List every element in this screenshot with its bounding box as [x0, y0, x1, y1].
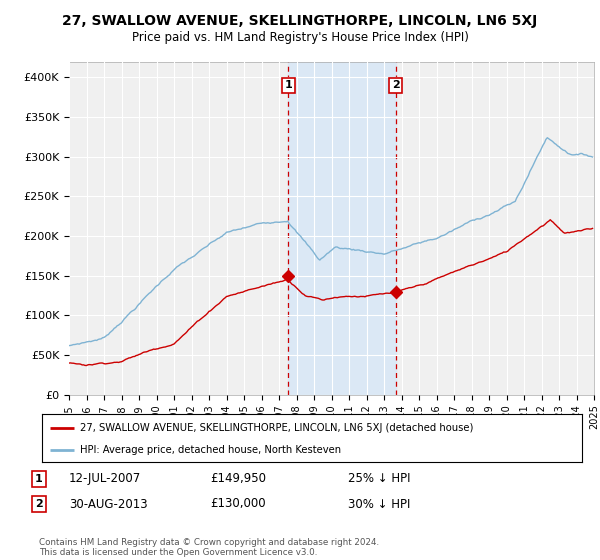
- Text: 1: 1: [284, 81, 292, 90]
- Text: £130,000: £130,000: [210, 497, 266, 511]
- Text: 27, SWALLOW AVENUE, SKELLINGTHORPE, LINCOLN, LN6 5XJ: 27, SWALLOW AVENUE, SKELLINGTHORPE, LINC…: [62, 14, 538, 28]
- Text: 30-AUG-2013: 30-AUG-2013: [69, 497, 148, 511]
- Text: HPI: Average price, detached house, North Kesteven: HPI: Average price, detached house, Nort…: [80, 445, 341, 455]
- Text: Contains HM Land Registry data © Crown copyright and database right 2024.
This d: Contains HM Land Registry data © Crown c…: [39, 538, 379, 557]
- Text: 27, SWALLOW AVENUE, SKELLINGTHORPE, LINCOLN, LN6 5XJ (detached house): 27, SWALLOW AVENUE, SKELLINGTHORPE, LINC…: [80, 423, 473, 433]
- Text: Price paid vs. HM Land Registry's House Price Index (HPI): Price paid vs. HM Land Registry's House …: [131, 31, 469, 44]
- Text: 2: 2: [35, 499, 43, 509]
- Text: £149,950: £149,950: [210, 472, 266, 486]
- Text: 1: 1: [35, 474, 43, 484]
- Bar: [289, 62, 395, 395]
- Text: 12-JUL-2007: 12-JUL-2007: [69, 472, 141, 486]
- Text: 30% ↓ HPI: 30% ↓ HPI: [348, 497, 410, 511]
- Text: 2: 2: [392, 81, 400, 90]
- Text: 25% ↓ HPI: 25% ↓ HPI: [348, 472, 410, 486]
